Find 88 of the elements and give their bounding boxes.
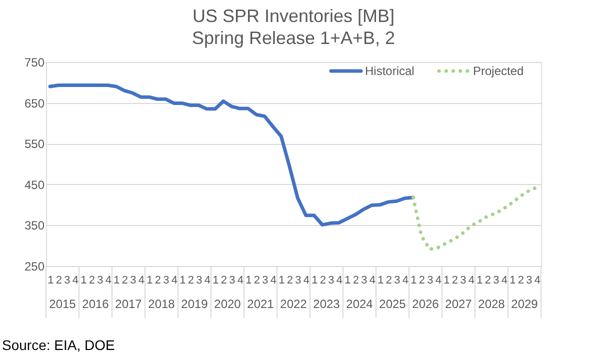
x-tick-label: 1	[212, 274, 219, 286]
x-tick-label: 2	[320, 274, 326, 286]
x-tick-label: 1	[246, 274, 252, 286]
text: 2015	[49, 297, 76, 311]
x-tick-label: 4	[138, 274, 144, 286]
x-tick-label: 2	[220, 274, 227, 286]
x-tick-label: 3	[295, 274, 302, 286]
x-tick-label: 4	[369, 274, 376, 286]
text: 2028	[478, 297, 506, 311]
text: 2025	[379, 297, 406, 311]
x-tick-label: 2	[484, 274, 491, 286]
x-tick-label: 3	[361, 274, 368, 286]
text: 2026	[412, 297, 440, 311]
x-tick-label: 1	[410, 274, 417, 286]
x-tick-label: 4	[303, 274, 310, 286]
x-tick-label: 4	[468, 274, 474, 286]
x-tick-label: 4	[105, 274, 112, 286]
x-tick-label: 3	[328, 274, 334, 286]
x-tick-label: 1	[476, 274, 483, 286]
x-tick-label: 2	[418, 274, 425, 286]
text: 2021	[247, 297, 274, 311]
line-series	[411, 186, 539, 252]
x-tick-label: 3	[427, 274, 434, 286]
x-tick-label: 4	[72, 274, 78, 286]
x-tick-label: 2	[352, 274, 359, 286]
text: 2017	[115, 297, 142, 311]
text: 2023	[313, 297, 340, 311]
x-tick-label: 1	[510, 274, 516, 286]
x-tick-label: 1	[344, 274, 351, 286]
x-tick-label: 4	[336, 274, 342, 286]
x-tick-label: 1	[80, 274, 87, 286]
x-tick-label: 1	[146, 274, 153, 286]
x-tick-label: 2	[188, 274, 194, 286]
x-tick-label: 2	[386, 274, 392, 286]
text: 2024	[346, 297, 374, 311]
x-tick-label: 4	[237, 274, 244, 286]
x-tick-label: 2	[254, 274, 260, 286]
text: 2019	[181, 297, 208, 311]
text: 2027	[445, 297, 472, 311]
x-tick-label: 2	[122, 274, 128, 286]
x-tick-label: 2	[518, 274, 524, 286]
x-tick-label: 4	[171, 274, 178, 286]
x-tick-label: 3	[97, 274, 104, 286]
line-series	[48, 84, 415, 227]
x-tick-label: 3	[460, 274, 466, 286]
text: 2020	[214, 297, 242, 311]
y-tick-label: 350	[24, 218, 45, 233]
legend-label: Historical	[365, 64, 414, 78]
x-tick-label: 2	[452, 274, 458, 286]
x-tick-label: 4	[204, 274, 210, 286]
x-tick-label: 4	[270, 274, 276, 286]
x-tick-label: 1	[278, 274, 285, 286]
x-tick-label: 1	[48, 274, 54, 286]
x-tick-label: 1	[444, 274, 450, 286]
x-tick-label: 3	[262, 274, 268, 286]
x-tick-label: 4	[435, 274, 442, 286]
y-tick-label: 750	[24, 56, 45, 70]
x-tick-label: 3	[526, 274, 532, 286]
x-tick-label: 1	[114, 274, 120, 286]
text: 2016	[82, 297, 110, 311]
text: 2029	[511, 297, 538, 311]
text: 2022	[280, 297, 308, 311]
x-tick-label: 1	[312, 274, 318, 286]
chart-subtitle: Spring Release 1+A+B, 2	[192, 28, 396, 48]
x-tick-label: 2	[88, 274, 95, 286]
text: 2018	[148, 297, 176, 311]
x-tick-label: 3	[163, 274, 170, 286]
x-tick-label: 4	[534, 274, 540, 286]
x-tick-label: 3	[493, 274, 500, 286]
x-tick-label: 3	[229, 274, 236, 286]
x-tick-label: 3	[196, 274, 202, 286]
chart-title: US SPR Inventories [MB]	[192, 6, 395, 26]
x-tick-label: 3	[394, 274, 400, 286]
x-tick-label: 3	[130, 274, 136, 286]
y-tick-label: 650	[24, 96, 45, 110]
y-tick-label: 450	[24, 178, 45, 192]
legend-label: Projected	[473, 64, 524, 78]
source-note: Source: EIA, DOE	[2, 337, 115, 353]
y-tick-label: 250	[24, 260, 45, 274]
x-tick-label: 4	[402, 274, 408, 286]
x-tick-label: 4	[501, 274, 508, 286]
x-tick-label: 2	[154, 274, 161, 286]
x-tick-label: 2	[286, 274, 293, 286]
x-tick-label: 3	[64, 274, 70, 286]
x-tick-label: 1	[378, 274, 384, 286]
x-tick-label: 1	[180, 274, 186, 286]
x-tick-label: 2	[56, 274, 62, 286]
y-tick-label: 550	[24, 137, 45, 152]
